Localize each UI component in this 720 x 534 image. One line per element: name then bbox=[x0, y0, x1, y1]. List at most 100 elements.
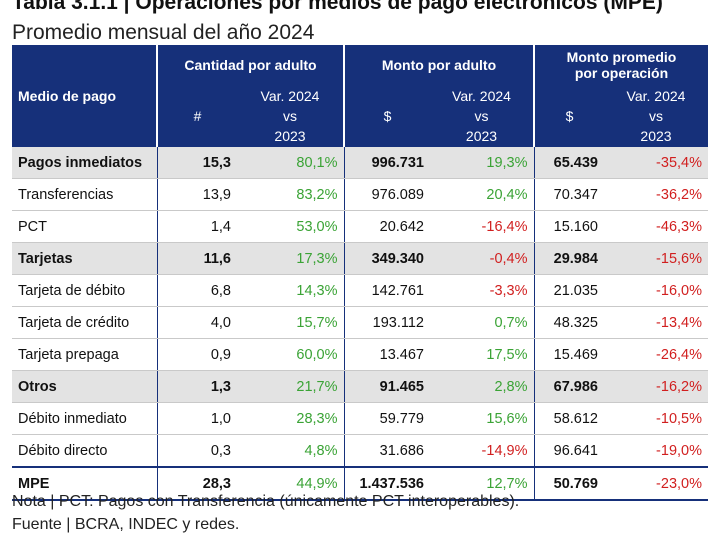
cell-promedio-var: -19,0% bbox=[604, 434, 708, 468]
cell-cantidad-var: 83,2% bbox=[237, 178, 344, 211]
cell-cantidad-var: 28,3% bbox=[237, 402, 344, 435]
cell-promedio-var: -13,4% bbox=[604, 306, 708, 339]
cell-monto-var: -3,3% bbox=[430, 274, 534, 307]
header-prom-var: Var. 2024 vs 2023 bbox=[604, 85, 708, 147]
cell-monto-var: 20,4% bbox=[430, 178, 534, 211]
cell-promedio: 21.035 bbox=[533, 274, 604, 307]
cell-monto-var: -16,4% bbox=[430, 210, 534, 243]
cell-promedio: 48.325 bbox=[533, 306, 604, 339]
cell-monto: 1.437.536 bbox=[343, 466, 430, 501]
header-cantidad: Cantidad por adulto bbox=[156, 45, 344, 85]
cell-promedio-var: -35,4% bbox=[604, 147, 708, 179]
cell-monto-var: -14,9% bbox=[430, 434, 534, 468]
var-line2: vs bbox=[283, 108, 297, 124]
header-promedio: Monto promedio por operación bbox=[533, 45, 708, 85]
table-note: Nota | PCT: Pagos con Transferencia (úni… bbox=[12, 493, 520, 510]
cell-cantidad-var: 4,8% bbox=[237, 434, 344, 468]
var-line3: 2023 bbox=[465, 128, 498, 144]
header-monto-var: Var. 2024 vs 2023 bbox=[430, 85, 534, 147]
header-cant-var: Var. 2024 vs 2023 bbox=[237, 85, 344, 147]
table-title: Tabla 3.1.1 | Operaciones por medios de … bbox=[12, 0, 663, 14]
cell-cantidad-var: 53,0% bbox=[237, 210, 344, 243]
cell-monto: 31.686 bbox=[343, 434, 430, 468]
cell-monto-var: 0,7% bbox=[430, 306, 534, 339]
cell-cantidad: 11,6 bbox=[156, 242, 237, 275]
cell-promedio: 50.769 bbox=[533, 466, 604, 501]
header-monto-unit: $ bbox=[343, 85, 430, 147]
table-row: Otros 1,3 21,7% 91.465 2,8% 67.986 -16,2% bbox=[12, 370, 708, 403]
table-row: Débito inmediato 1,0 28,3% 59.779 15,6% 58.61… bbox=[12, 402, 708, 435]
header-cant-unit: # bbox=[156, 85, 237, 147]
cell-cantidad: 28,3 bbox=[156, 466, 237, 501]
cell-cantidad-var: 21,7% bbox=[237, 370, 344, 403]
row-name: Débito directo bbox=[12, 434, 157, 468]
cell-cantidad: 1,0 bbox=[156, 402, 237, 435]
header-monto: Monto por adulto bbox=[343, 45, 534, 85]
cell-monto: 13.467 bbox=[343, 338, 430, 371]
cell-cantidad-var: 44,9% bbox=[237, 466, 344, 501]
table-row: Tarjetas 11,6 17,3% 349.340 -0,4% 29.984 -15,6… bbox=[12, 242, 708, 275]
cell-monto-var: -0,4% bbox=[430, 242, 534, 275]
row-name: Transferencias bbox=[12, 178, 157, 211]
cell-cantidad-var: 80,1% bbox=[237, 147, 344, 179]
var-line3: 2023 bbox=[274, 128, 306, 144]
cell-monto: 142.761 bbox=[343, 274, 430, 307]
cell-cantidad: 4,0 bbox=[156, 306, 237, 339]
cell-promedio: 67.986 bbox=[533, 370, 604, 403]
cell-promedio: 15.469 bbox=[533, 338, 604, 371]
cell-monto: 20.642 bbox=[343, 210, 430, 243]
var-line1: Var. 2024 bbox=[452, 88, 511, 104]
cell-cantidad: 0,9 bbox=[156, 338, 237, 371]
cell-cantidad-var: 60,0% bbox=[237, 338, 344, 371]
row-name: Tarjeta prepaga bbox=[12, 338, 157, 371]
cell-monto-var: 19,3% bbox=[430, 147, 534, 179]
cell-promedio: 70.347 bbox=[533, 178, 604, 211]
cell-promedio-var: -46,3% bbox=[604, 210, 708, 243]
cell-promedio: 96.641 bbox=[533, 434, 604, 468]
cell-promedio-var: -26,4% bbox=[604, 338, 708, 371]
cell-promedio-var: -15,6% bbox=[604, 242, 708, 275]
row-name: Otros bbox=[12, 370, 157, 403]
cell-promedio: 29.984 bbox=[533, 242, 604, 275]
cell-monto: 91.465 bbox=[343, 370, 430, 403]
cell-cantidad: 15,3 bbox=[156, 147, 237, 179]
cell-monto: 996.731 bbox=[343, 147, 430, 179]
var-line3: 2023 bbox=[640, 128, 672, 144]
cell-monto-var: 12,7% bbox=[430, 466, 534, 501]
var-line1: Var. 2024 bbox=[260, 88, 320, 104]
header-medio: Medio de pago bbox=[12, 45, 157, 147]
cell-promedio-var: -16,2% bbox=[604, 370, 708, 403]
cell-cantidad-var: 14,3% bbox=[237, 274, 344, 307]
table-row: MPE 28,3 44,9% 1.437.536 12,7% 50.769 -23,0% bbox=[12, 466, 708, 501]
cell-promedio-var: -10,5% bbox=[604, 402, 708, 435]
table-row: PCT 1,4 53,0% 20.642 -16,4% 15.160 -46,3% bbox=[12, 210, 708, 243]
cell-cantidad: 13,9 bbox=[156, 178, 237, 211]
header-promedio-line1: Monto promedio bbox=[566, 49, 677, 65]
cell-monto: 349.340 bbox=[343, 242, 430, 275]
row-name: Tarjetas bbox=[12, 242, 157, 275]
cell-promedio-var: -16,0% bbox=[604, 274, 708, 307]
cell-promedio-var: -36,2% bbox=[604, 178, 708, 211]
table-row: Débito directo 0,3 4,8% 31.686 -14,9% 96.641-… bbox=[12, 434, 708, 468]
cell-cantidad: 0,3 bbox=[156, 434, 237, 468]
cell-promedio-var: -23,0% bbox=[604, 466, 708, 501]
cell-monto-var: 2,8% bbox=[430, 370, 534, 403]
row-name: PCT bbox=[12, 210, 157, 243]
row-name: Débito inmediato bbox=[12, 402, 157, 435]
cell-promedio: 65.439 bbox=[533, 147, 604, 179]
table-subtitle: Promedio mensual del año 2024 bbox=[12, 21, 315, 44]
table-source: Fuente | BCRA, INDEC y redes. bbox=[12, 516, 240, 533]
table-row: Pagos inmediatos 15,3 80,1% 996.731 19,3% 65.… bbox=[12, 147, 708, 179]
header-prom-unit: $ bbox=[533, 85, 604, 147]
cell-cantidad: 1,3 bbox=[156, 370, 237, 403]
cell-cantidad: 6,8 bbox=[156, 274, 237, 307]
row-name: MPE bbox=[12, 466, 157, 501]
var-line2: vs bbox=[474, 108, 489, 124]
var-line2: vs bbox=[649, 108, 663, 124]
table-row: Tarjeta prepaga 0,9 60,0% 13.467 17,5% 15.469… bbox=[12, 338, 708, 371]
cell-monto: 59.779 bbox=[343, 402, 430, 435]
row-name: Tarjeta de débito bbox=[12, 274, 157, 307]
table-row: Transferencias 13,9 83,2% 976.089 20,4% 70.34… bbox=[12, 178, 708, 211]
cell-monto-var: 17,5% bbox=[430, 338, 534, 371]
cell-monto: 193.112 bbox=[343, 306, 430, 339]
